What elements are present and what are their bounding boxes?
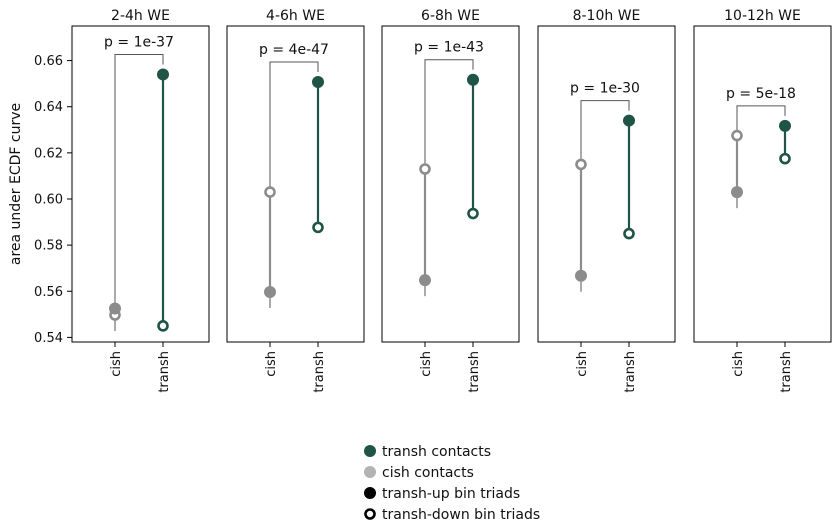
panel-title: 4-6h WE xyxy=(266,8,325,24)
cish-up-point xyxy=(575,269,587,282)
transh-up-point xyxy=(467,73,479,86)
p-value-label: p = 1e-30 xyxy=(570,81,640,97)
transh-down-point xyxy=(779,152,791,165)
significance-bracket xyxy=(114,53,164,332)
x-tick-label-transh: transh xyxy=(779,351,794,393)
cish-up-point xyxy=(109,302,121,315)
cish-down-point xyxy=(731,129,743,142)
x-tick-label-cish: cish xyxy=(109,351,124,377)
legend-label: transh-up bin triads xyxy=(382,486,520,502)
y-tick-label: 0.66 xyxy=(34,54,63,69)
panel-frame xyxy=(693,25,832,343)
x-tick-label-cish: cish xyxy=(731,351,746,377)
p-value-label: p = 5e-18 xyxy=(726,86,796,102)
transh-down-point xyxy=(157,320,169,332)
y-tick-label: 0.62 xyxy=(34,146,63,161)
legend-marker xyxy=(364,487,376,499)
x-tick-label-transh: transh xyxy=(623,351,638,393)
transh-up-point xyxy=(779,119,791,132)
panel-frame xyxy=(381,25,520,343)
p-value-label: p = 1e-43 xyxy=(414,40,484,56)
cish-down-point xyxy=(264,186,276,198)
legend-marker-hollow xyxy=(364,508,376,520)
panel-frame xyxy=(71,25,210,343)
x-tick-label-cish: cish xyxy=(264,351,279,377)
y-tick-label: 0.60 xyxy=(34,192,63,207)
x-tick-label-transh: transh xyxy=(467,351,482,393)
cish-down-point xyxy=(419,163,431,175)
x-tick-label-transh: transh xyxy=(157,351,172,393)
panel-frame xyxy=(537,25,676,343)
transh-down-point xyxy=(467,207,479,220)
transh-up-point xyxy=(312,76,324,89)
p-value-label: p = 4e-47 xyxy=(259,42,329,58)
cish-up-point xyxy=(731,186,743,199)
x-tick-label-cish: cish xyxy=(575,351,590,377)
y-tick-label: 0.64 xyxy=(34,100,63,115)
y-tick-label: 0.56 xyxy=(34,285,63,300)
cish-up-point xyxy=(264,285,276,298)
y-tick-label: 0.58 xyxy=(34,239,63,254)
y-axis-title: area under ECDF curve xyxy=(8,103,24,265)
cish-down-point xyxy=(575,158,587,171)
x-tick-label-transh: transh xyxy=(312,351,327,393)
significance-bracket xyxy=(736,105,786,209)
panel-title: 6-8h WE xyxy=(421,8,480,24)
legend-marker xyxy=(364,445,376,457)
significance-bracket xyxy=(424,59,474,297)
significance-bracket xyxy=(580,100,630,292)
legend-marker xyxy=(364,466,376,478)
panel-title: 2-4h WE xyxy=(111,8,170,24)
transh-up-point xyxy=(623,114,635,127)
cish-up-point xyxy=(419,274,431,287)
legend-label: transh-down bin triads xyxy=(382,507,540,521)
transh-down-point xyxy=(312,221,324,234)
significance-bracket xyxy=(269,61,319,308)
legend-label: transh contacts xyxy=(382,444,491,460)
transh-up-point xyxy=(157,68,169,81)
legend-label: cish contacts xyxy=(382,465,474,481)
p-value-label: p = 1e-37 xyxy=(104,34,174,50)
transh-down-point xyxy=(623,227,635,240)
panel-frame xyxy=(226,25,365,343)
y-tick-label: 0.54 xyxy=(34,331,63,346)
panel-title: 10-12h WE xyxy=(724,8,801,24)
x-tick-label-cish: cish xyxy=(419,351,434,377)
panel-title: 8-10h WE xyxy=(573,8,641,24)
